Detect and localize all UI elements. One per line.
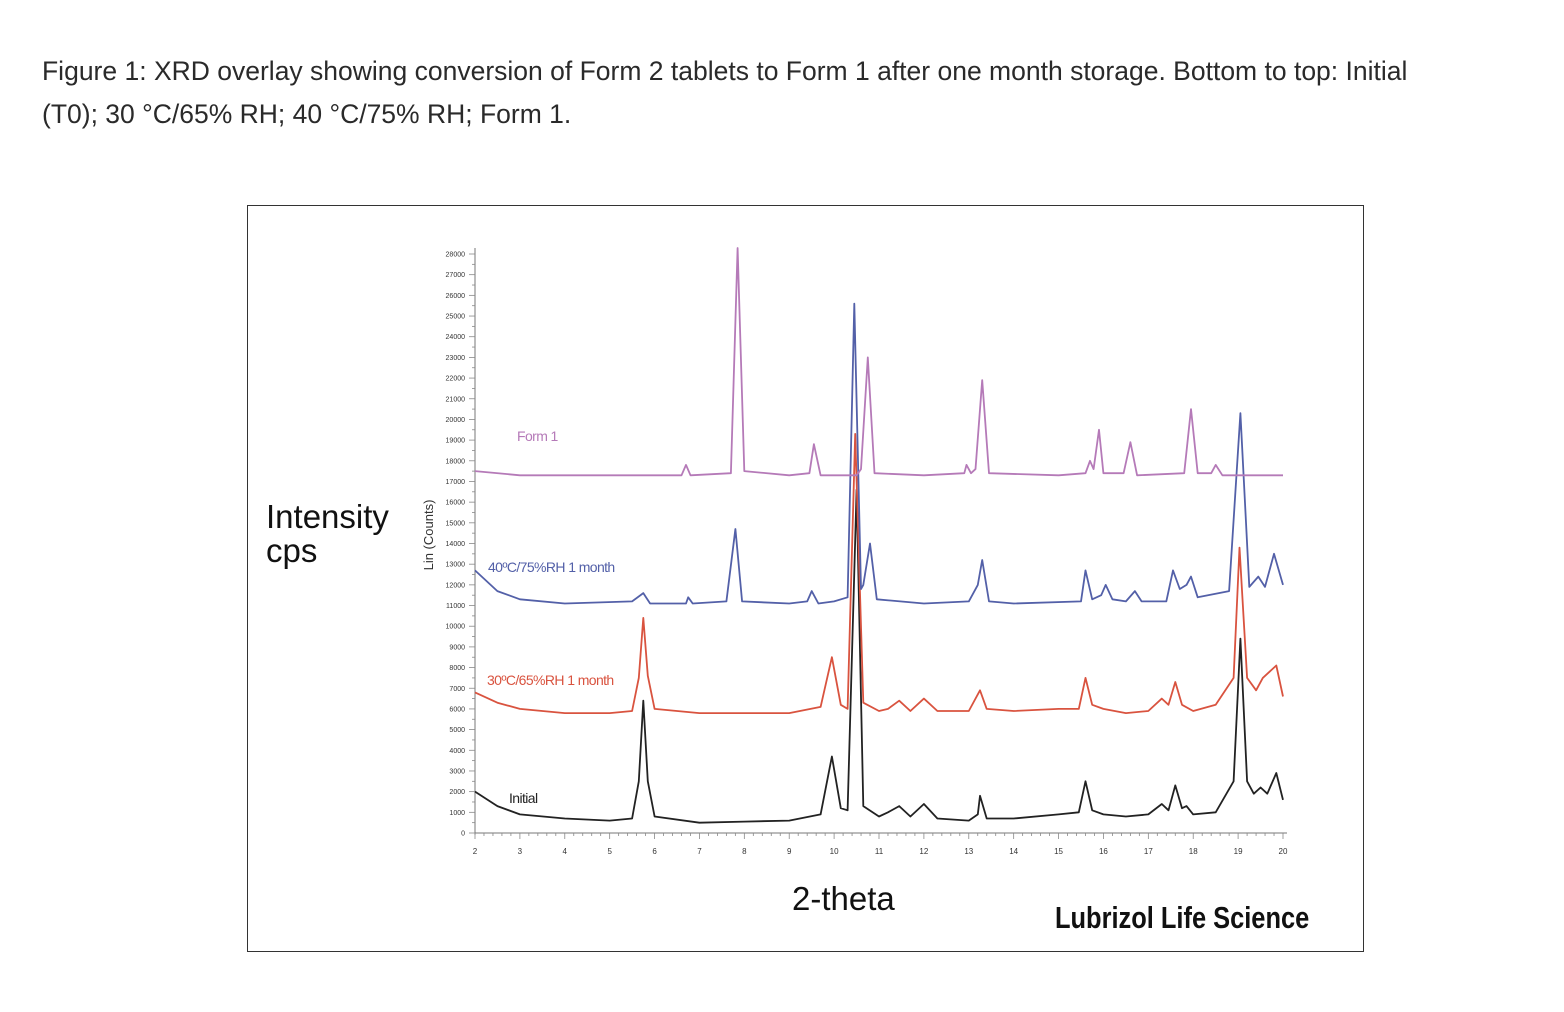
y-tick-label: 0 (461, 831, 465, 838)
x-tick-label: 12 (919, 847, 928, 856)
y-tick-label: 3000 (449, 768, 465, 775)
x-tick-label: 10 (830, 847, 839, 856)
outer-y-axis-label: Intensity cps (266, 498, 389, 569)
y-tick-label: 18000 (446, 458, 466, 465)
series-label: 30ºC/65%RH 1 month (487, 672, 614, 688)
figure-frame (247, 205, 1364, 952)
y-tick-label: 17000 (446, 479, 466, 486)
series-line-0 (474, 488, 1284, 824)
y-tick-label: 10000 (446, 624, 466, 631)
y-tick-label: 16000 (446, 500, 466, 507)
y-tick-label: 14000 (446, 541, 466, 548)
y-tick-label: 4000 (449, 748, 465, 755)
brand-logo-text: Lubrizol Life Science (1055, 900, 1310, 935)
y-tick-label: 21000 (446, 396, 466, 403)
x-tick-label: 4 (563, 847, 568, 856)
y-tick-label: 5000 (449, 727, 465, 734)
y-tick-label: 23000 (446, 355, 466, 362)
y-tick-label: 26000 (446, 293, 466, 300)
x-tick-label: 15 (1054, 847, 1063, 856)
y-tick-label: 24000 (446, 334, 466, 341)
y-tick-label: 12000 (446, 582, 466, 589)
x-tick-label: 19 (1234, 847, 1243, 856)
x-tick-label: 14 (1009, 847, 1018, 856)
y-tick-label: 7000 (449, 686, 465, 693)
y-tick-label: 19000 (446, 438, 466, 445)
y-tick-label: 27000 (446, 272, 466, 279)
x-tick-label: 11 (875, 847, 884, 856)
x-tick-label: 9 (787, 847, 792, 856)
y-tick-label: 6000 (449, 706, 465, 713)
x-tick-label: 7 (697, 847, 702, 856)
x-tick-label: 17 (1144, 847, 1153, 856)
y-tick-label: 22000 (446, 376, 466, 383)
series-label: Initial (509, 790, 538, 806)
x-tick-label: 18 (1189, 847, 1198, 856)
y-tick-label: 1000 (449, 810, 465, 817)
y-tick-label: 8000 (449, 665, 465, 672)
y-tick-label: 13000 (446, 562, 466, 569)
x-tick-label: 16 (1099, 847, 1108, 856)
series-label: 40ºC/75%RH 1 month (488, 559, 615, 575)
y-tick-label: 15000 (446, 520, 466, 527)
figure-caption: Figure 1: XRD overlay showing conversion… (42, 56, 1408, 129)
y-tick-label: 11000 (446, 603, 465, 610)
x-tick-label: 5 (607, 847, 612, 856)
x-tick-label: 2 (473, 847, 478, 856)
y-tick-label: 25000 (446, 314, 466, 321)
x-tick-label: 8 (742, 847, 747, 856)
x-tick-label: 6 (652, 847, 657, 856)
x-tick-label: 3 (518, 847, 523, 856)
x-tick-label: 20 (1279, 847, 1288, 856)
series-line-2 (474, 302, 1284, 605)
series-line-3 (474, 247, 1283, 477)
y-axis-label: Lin (Counts) (421, 500, 436, 571)
x-tick-label: 13 (964, 847, 973, 856)
y-tick-label: 28000 (446, 252, 466, 259)
outer-x-axis-label: 2-theta (792, 880, 895, 917)
y-tick-label: 9000 (449, 644, 465, 651)
y-tick-label: 20000 (446, 417, 466, 424)
series-line-1 (474, 433, 1284, 714)
series-label: Form 1 (517, 428, 559, 444)
y-tick-label: 2000 (449, 789, 465, 796)
